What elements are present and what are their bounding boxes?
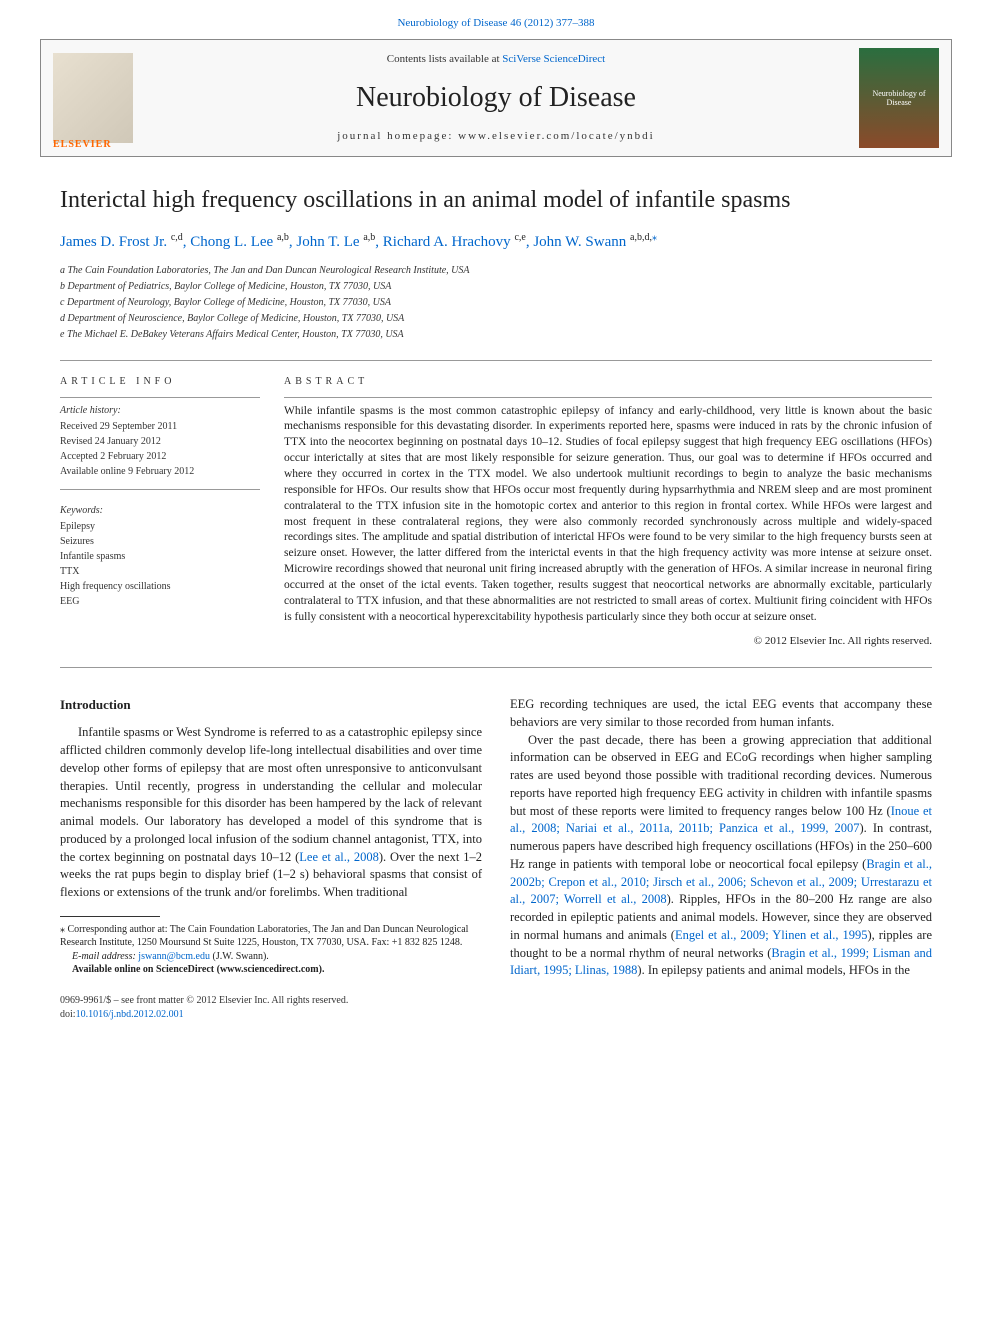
elsevier-tree-logo [53,53,133,143]
ref-lee-2008[interactable]: Lee et al., 2008 [299,850,379,864]
author-le-aff: a,b [363,232,375,243]
page-footer: 0969-9961/$ – see front matter © 2012 El… [0,980,992,1042]
header-citation: Neurobiology of Disease 46 (2012) 377–38… [0,0,992,39]
contents-text: Contents lists available at [387,53,502,65]
author-hrachovy-aff: c,e [514,232,525,243]
corresponding-author-footnote: ⁎ Corresponding author at: The Cain Foun… [60,923,482,950]
keyword-hfo: High frequency oscillations [60,580,260,594]
issn-line: 0969-9961/$ – see front matter © 2012 El… [60,994,348,1008]
history-received: Received 29 September 2011 [60,420,260,434]
author-le[interactable]: , John T. Le [289,234,363,250]
abstract-text: While infantile spasms is the most commo… [284,404,932,626]
article-info-column: article info Article history: Received 2… [60,375,260,649]
homepage-url: www.elsevier.com/locate/ynbdi [458,130,655,142]
affiliation-a: a The Cain Foundation Laboratories, The … [60,263,932,278]
keyword-infantile-spasms: Infantile spasms [60,550,260,564]
elsevier-wordmark: ELSEVIER [53,138,112,152]
col2-paragraph-1: Over the past decade, there has been a g… [510,732,932,981]
intro-paragraph-1: Infantile spasms or West Syndrome is ref… [60,724,482,902]
divider-top [60,360,932,361]
authors-line: James D. Frost Jr. c,d, Chong L. Lee a,b… [60,231,932,253]
doi-label: doi: [60,1009,76,1020]
corresponding-author-link[interactable]: ⁎ [652,232,657,243]
kw-divider [60,489,260,490]
introduction-heading: Introduction [60,696,482,714]
affiliation-c: c Department of Neurology, Baylor Colleg… [60,295,932,310]
info-abstract-row: article info Article history: Received 2… [60,375,932,649]
footer-left: 0969-9961/$ – see front matter © 2012 El… [60,994,348,1022]
history-label: Article history: [60,404,260,418]
history-accepted: Accepted 2 February 2012 [60,450,260,464]
keyword-seizures: Seizures [60,535,260,549]
history-revised: Revised 24 January 2012 [60,435,260,449]
abstract-header: abstract [284,375,932,389]
col2-continuation: EEG recording techniques are used, the i… [510,696,932,732]
keyword-epilepsy: Epilepsy [60,520,260,534]
abstract-divider [284,397,932,398]
author-lee[interactable]: , Chong L. Lee [183,234,277,250]
banner-center: Contents lists available at SciVerse Sci… [133,48,859,148]
author-lee-aff: a,b [277,232,289,243]
article-title: Interictal high frequency oscillations i… [60,185,932,216]
col2-p1e: ). In epilepsy patients and animal model… [637,963,910,977]
email-footnote: E-mail address: jswann@bcm.edu (J.W. Swa… [60,950,482,964]
ref-engel-2009[interactable]: Engel et al., 2009; Ylinen et al., 1995 [675,928,868,942]
intro-p1a: Infantile spasms or West Syndrome is ref… [60,725,482,863]
citation-link[interactable]: Neurobiology of Disease 46 (2012) 377–38… [397,17,594,29]
author-swann-aff: a,b,d,⁎ [630,232,657,243]
keyword-ttx: TTX [60,565,260,579]
author-frost-aff: c,d [171,232,183,243]
body-column-right: EEG recording techniques are used, the i… [510,696,932,980]
email-suffix: (J.W. Swann). [210,951,269,962]
email-link[interactable]: jswann@bcm.edu [138,951,210,962]
sciencedirect-link[interactable]: SciVerse ScienceDirect [502,53,605,65]
article-info-header: article info [60,375,260,389]
body-column-left: Introduction Infantile spasms or West Sy… [60,696,482,980]
affiliation-d: d Department of Neuroscience, Baylor Col… [60,311,932,326]
email-label: E-mail address: [72,951,138,962]
journal-banner: ELSEVIER Contents lists available at Sci… [40,39,952,157]
article-content: Interictal high frequency oscillations i… [0,185,992,980]
contents-line: Contents lists available at SciVerse Sci… [133,52,859,67]
keywords-label: Keywords: [60,504,260,518]
affiliations: a The Cain Foundation Laboratories, The … [60,263,932,342]
availability-footnote: Available online on ScienceDirect (www.s… [60,963,482,977]
journal-title: Neurobiology of Disease [133,78,859,117]
keyword-eeg: EEG [60,595,260,609]
author-swann[interactable]: , John W. Swann [526,234,630,250]
col2-p1a: Over the past decade, there has been a g… [510,733,932,818]
doi-line: doi:10.1016/j.nbd.2012.02.001 [60,1008,348,1022]
info-divider [60,397,260,398]
affiliation-e: e The Michael E. DeBakey Veterans Affair… [60,327,932,342]
divider-bottom [60,667,932,668]
abstract-copyright: © 2012 Elsevier Inc. All rights reserved… [284,634,932,649]
journal-homepage: journal homepage: www.elsevier.com/locat… [133,129,859,144]
abstract-column: abstract While infantile spasms is the m… [284,375,932,649]
doi-link[interactable]: 10.1016/j.nbd.2012.02.001 [76,1009,184,1020]
journal-cover-thumbnail: Neurobiology of Disease [859,48,939,148]
author-hrachovy[interactable]: , Richard A. Hrachovy [375,234,514,250]
author-frost[interactable]: James D. Frost Jr. [60,234,171,250]
cover-text: Neurobiology of Disease [863,89,935,108]
affiliation-b: b Department of Pediatrics, Baylor Colle… [60,279,932,294]
footnote-separator [60,916,160,917]
history-online: Available online 9 February 2012 [60,465,260,479]
body-columns: Introduction Infantile spasms or West Sy… [60,696,932,980]
homepage-label: journal homepage: [337,130,458,142]
